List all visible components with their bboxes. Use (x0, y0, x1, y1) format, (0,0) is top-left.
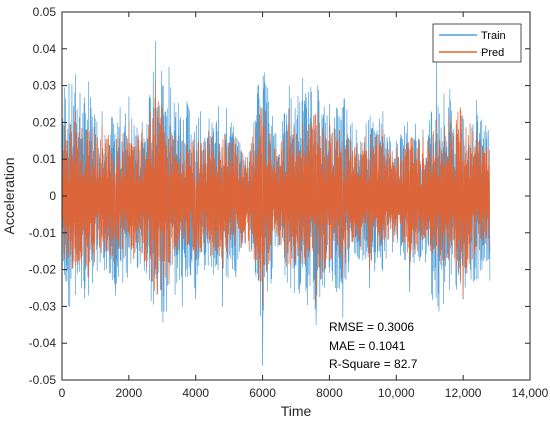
y-tick-label: 0.02 (33, 115, 57, 129)
y-tick-label: 0.03 (33, 79, 57, 93)
x-tick-label: 2000 (116, 386, 143, 400)
x-tick-label: 4000 (182, 386, 209, 400)
metrics-annotation: RMSE = 0.3006 MAE = 0.1041 R-Square = 82… (329, 320, 418, 371)
y-tick-label: 0.05 (33, 5, 57, 19)
x-axis-label: Time (281, 403, 312, 419)
x-tick-label: 14,000 (512, 386, 549, 400)
annotation-r-square: R-Square = 82.7 (329, 357, 418, 371)
annotation-mae: MAE = 0.1041 (329, 339, 406, 353)
series-line-pred (61, 81, 491, 307)
axis-ticks: 0 2000 4000 6000 8000 10,000 12,000 14,000 -0.05… (29, 5, 549, 400)
y-tick-label: 0.01 (33, 152, 57, 166)
x-tick-label: 0 (59, 386, 66, 400)
legend-label-pred: Pred (481, 47, 504, 59)
y-tick-label: -0.05 (29, 373, 57, 387)
x-tick-label: 12,000 (445, 386, 482, 400)
y-tick-label: 0 (49, 189, 56, 203)
x-tick-label: 8000 (316, 386, 343, 400)
plot-area (61, 41, 491, 366)
y-tick-label: 0.04 (33, 42, 57, 56)
legend: Train Pred (432, 23, 522, 63)
legend-box (432, 23, 522, 63)
y-axis-label: Acceleration (1, 157, 17, 234)
legend-label-train: Train (481, 30, 506, 42)
y-tick-label: -0.02 (29, 263, 57, 277)
x-tick-label: 6000 (249, 386, 276, 400)
y-tick-label: -0.04 (29, 336, 57, 350)
y-tick-label: -0.03 (29, 299, 57, 313)
y-tick-label: -0.01 (29, 226, 57, 240)
x-tick-label: 10,000 (378, 386, 415, 400)
annotation-rmse: RMSE = 0.3006 (329, 320, 414, 334)
